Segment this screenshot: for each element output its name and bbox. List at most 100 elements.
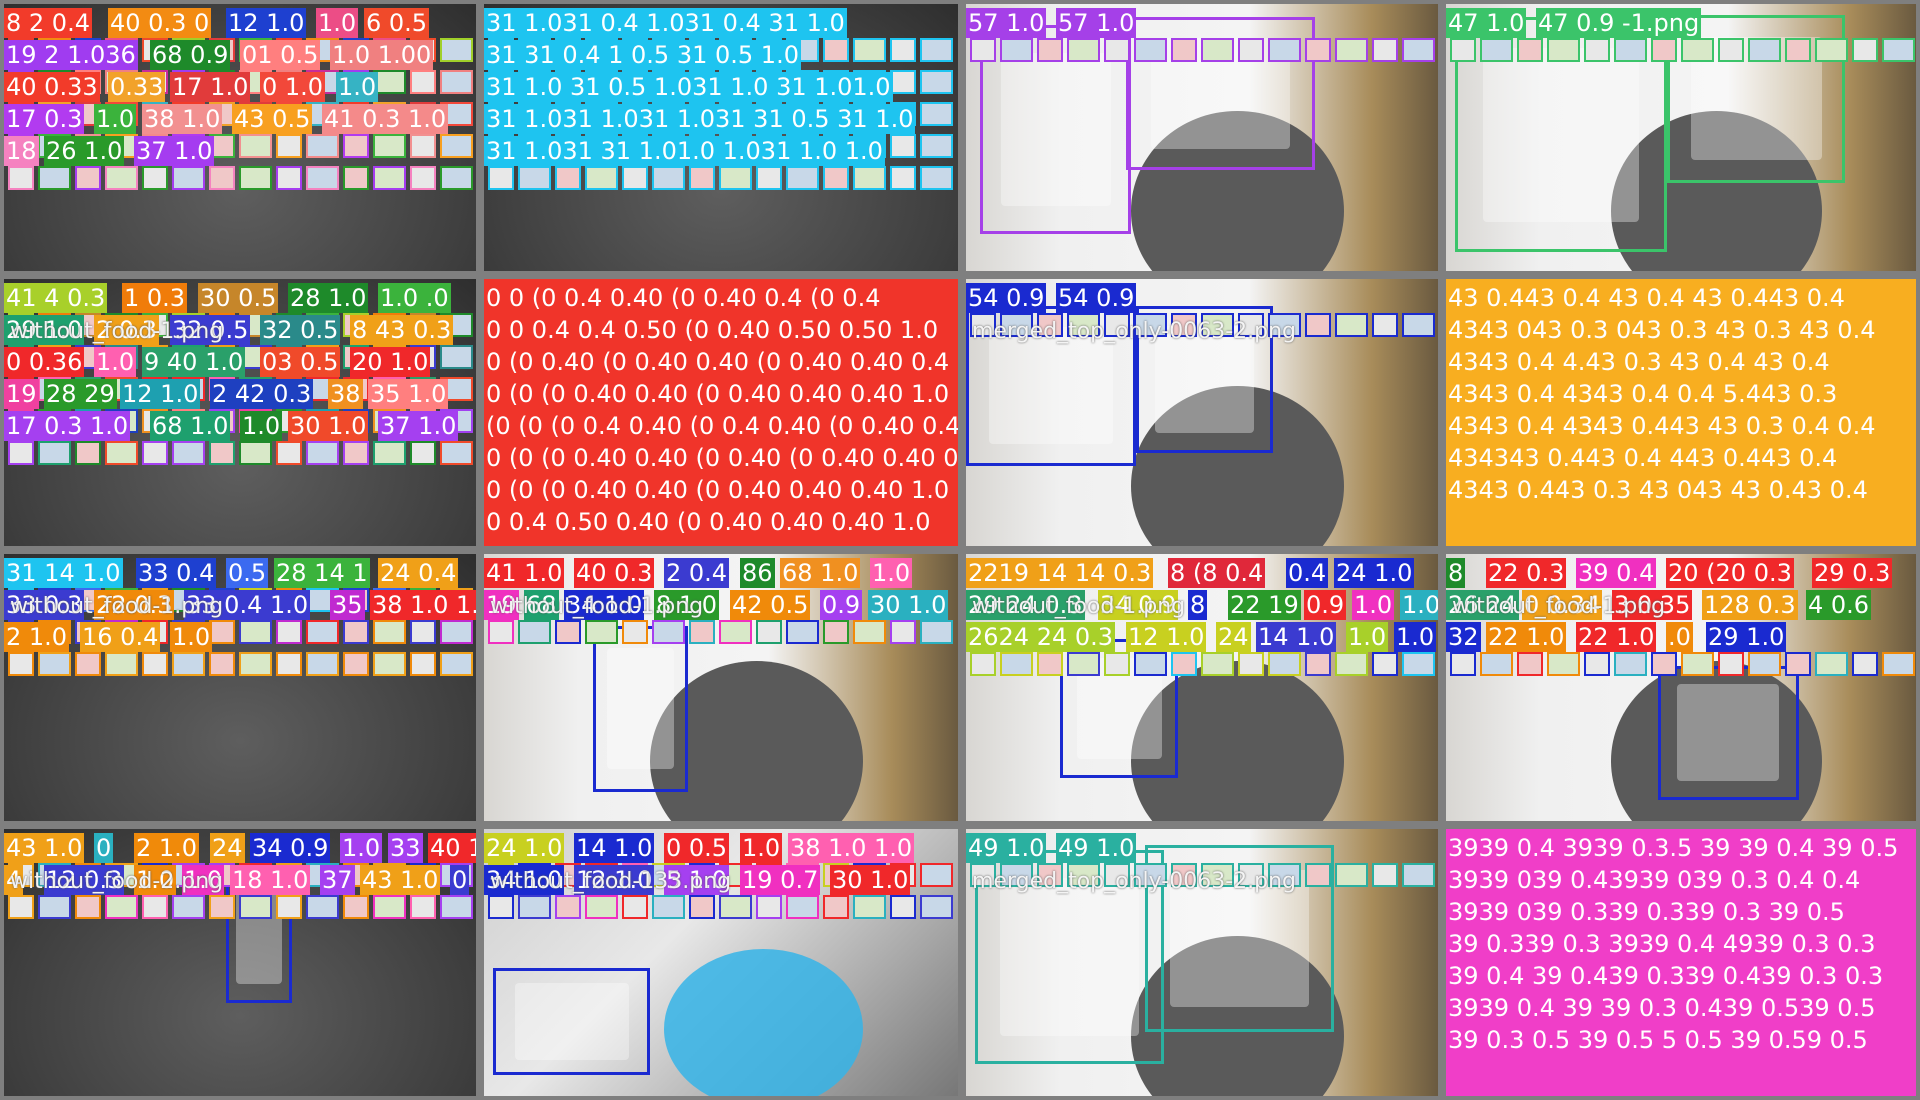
product-detection — [440, 134, 473, 158]
detection-box — [966, 305, 1136, 466]
product-detection — [1037, 313, 1063, 337]
detection-label: (0 (0 (0 0.4 0.40 (0 0.4 0.40 (0 0.40 0.… — [484, 411, 958, 441]
label-row: 0 (0 (0 0.40 0.40 (0 0.40 0.40 0.40 1.0 — [484, 475, 958, 505]
detection-label: 5 1.0 — [664, 865, 730, 895]
detection-label: 43 0.5 — [232, 104, 313, 134]
detection-label: 35 — [330, 590, 365, 620]
product-detection — [343, 652, 369, 676]
product-row — [484, 895, 958, 921]
product-detection — [1067, 313, 1100, 337]
detection-label: 39 0.339 0.3 3939 0.4 4939 0.3 0.3 — [1446, 929, 1878, 959]
detection-box — [1657, 666, 1799, 800]
product-detection — [756, 620, 782, 644]
detection-label: 14 1.0 — [1256, 622, 1337, 652]
grid-cell: 3939 0.4 3939 0.3.5 39 39 0.4 39 0.5 3939… — [1446, 829, 1916, 1096]
detection-label: 1.0 — [336, 72, 379, 102]
product-detection — [488, 620, 514, 644]
detection-label: 4343 0.443 0.3 43 043 43 0.43 0.4 — [1446, 475, 1870, 505]
product-package — [606, 648, 675, 770]
product-detection — [585, 620, 618, 644]
product-detection — [239, 166, 272, 190]
detection-label: 68 — [524, 590, 559, 620]
product-detection — [105, 895, 138, 919]
product-detection — [920, 620, 953, 644]
product-package — [1154, 325, 1255, 433]
product-detection — [1134, 38, 1167, 62]
product-detection — [209, 652, 235, 676]
detection-label: 34 0.9 — [1098, 590, 1179, 620]
detection-label: 39 0.4 39 0.439 0.339 0.439 0.3 0.3 — [1446, 961, 1886, 991]
label-row: 39 0.3 0.5 39 0.5 5 0.5 39 0.59 0.5 — [1446, 1025, 1916, 1055]
product-detection — [1450, 652, 1476, 676]
detection-label: 8 (8 0.4 — [1168, 558, 1266, 588]
detection-label: 20 1.0 — [350, 347, 431, 377]
detection-label: 30 0.5 — [198, 283, 279, 313]
label-row: 18 26 1.0 37 1.0 — [4, 136, 476, 166]
detection-label: 0.9 — [820, 590, 863, 620]
detection-label: 4343 0.4 4.43 0.3 43 0.4 43 0.4 — [1446, 347, 1832, 377]
product-detection — [890, 620, 916, 644]
detection-label: 68 0.9 — [150, 40, 231, 70]
detection-label: 1.0 — [1394, 622, 1437, 652]
detection-label: 0 0.34 — [1522, 590, 1603, 620]
product-detection — [343, 134, 369, 158]
detection-label: 1.0 1.00 — [330, 40, 434, 70]
product-row — [966, 313, 1438, 339]
product-detection — [1815, 652, 1848, 676]
grid-cell: 57 1.0 57 1.0 — [966, 4, 1438, 271]
detection-label: 2 0.3 — [94, 315, 160, 345]
detection-label: 1.0 — [1400, 590, 1438, 620]
product-detection — [8, 652, 34, 676]
detection-label: 54 0.9 — [1056, 283, 1137, 313]
product-detection — [239, 134, 272, 158]
product-detection — [373, 620, 406, 644]
detection-label: 0.4 — [1286, 558, 1329, 588]
product-detection — [1305, 652, 1331, 676]
detection-label: 01 0.5 — [240, 40, 321, 70]
label-row: 29 24 0.3 34 0.9 8 22 19 0.9 1.0 1.0 — [966, 590, 1438, 620]
detection-box — [975, 850, 1165, 1064]
label-row: 43 0.443 0.4 43 0.4 43 0.443 0.4 — [1446, 283, 1916, 313]
label-row: 19 68 34 1.0 8 1.0 42 0.5 0.9 30 1.0 — [484, 590, 958, 620]
detection-label: 54 0.9 — [966, 283, 1047, 313]
product-detection — [786, 166, 819, 190]
product-detection — [440, 345, 473, 369]
product-detection — [719, 166, 752, 190]
image-filename: without_food-1.png — [10, 319, 224, 344]
grid-cell: 0 0 (0 0.4 0.40 (0 0.40 0.4 (0 0.4 0 0 0.… — [484, 279, 958, 546]
label-row: 54 0.9 54 0.9 — [966, 283, 1438, 313]
detection-label: 34 1.0 — [564, 590, 645, 620]
label-row: 4 12 0.3 1.0 1.0 18 1.0 37 43 1.0 0 — [4, 865, 476, 895]
product-package — [1170, 869, 1310, 1008]
detection-label: 9 40 1.0 — [142, 347, 246, 377]
grid-cell: 41 1.0 40 0.3 2 0.4 86 68 1.0 1.0 19 68 34 1.0 8 … — [484, 554, 958, 821]
turntable-disc — [1610, 110, 1822, 271]
detection-label: 38 1.0 1.0 — [370, 590, 476, 620]
product-detection — [1067, 652, 1100, 676]
detection-label: 8 2 0.4 — [4, 8, 92, 38]
product-detection — [1614, 652, 1647, 676]
detection-label: 2 0.4 — [664, 558, 730, 588]
product-detection — [652, 166, 685, 190]
detection-label: 0 0.36 — [4, 347, 85, 377]
detection-label: 2 1.0 — [4, 622, 70, 652]
product-detection — [1748, 652, 1781, 676]
product-detection — [1104, 38, 1130, 62]
label-row: 31 31 0.4 1 0.5 31 0.5 1.0 — [484, 40, 958, 70]
detection-label: 128 0.3 — [1702, 590, 1798, 620]
detection-label: 19 — [4, 379, 39, 409]
scene-photo — [484, 554, 958, 821]
product-detection — [410, 166, 436, 190]
detection-label: 17 0.3 — [4, 104, 85, 134]
grid-cell: 47 1.0 47 0.9 -1.png — [1446, 4, 1916, 271]
detection-label: 29 1.0 — [4, 315, 85, 345]
detection-label: 17 0.3 1.0 — [4, 411, 131, 441]
product-detection — [239, 441, 272, 465]
product-detection — [38, 895, 71, 919]
product-detection — [488, 895, 514, 919]
product-detection — [890, 895, 916, 919]
product-detection — [920, 166, 953, 190]
product-package — [988, 327, 1114, 445]
product-detection — [8, 166, 34, 190]
product-detection — [172, 895, 205, 919]
